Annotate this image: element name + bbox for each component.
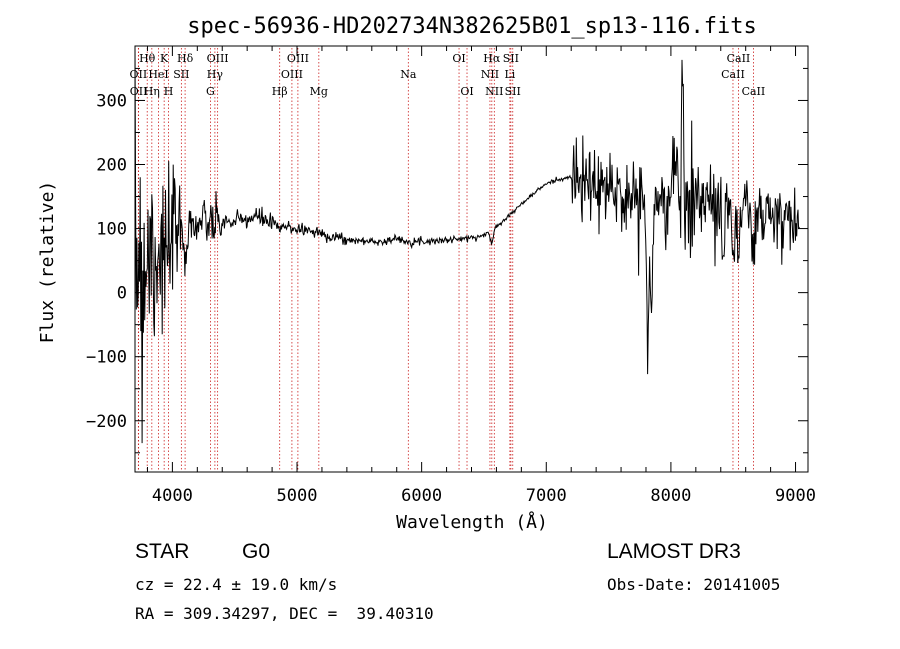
spectral-line-label: OIII bbox=[287, 52, 309, 65]
spectral-line-label: SII bbox=[173, 68, 189, 81]
y-tick-label: 100 bbox=[96, 220, 127, 240]
x-tick-label: 6000 bbox=[401, 486, 442, 506]
coordinates: RA = 309.34297, DEC = 39.40310 bbox=[135, 604, 434, 623]
spectral-line-markers bbox=[137, 48, 754, 472]
plot-frame bbox=[134, 45, 809, 473]
x-tick-label: 5000 bbox=[277, 486, 318, 506]
spectral-line-label: Hθ bbox=[139, 52, 156, 65]
spectral-line-label: Hβ bbox=[272, 85, 288, 98]
object-subclass: G0 bbox=[242, 540, 271, 563]
y-tick-label: −200 bbox=[86, 412, 127, 432]
y-tick-label: 200 bbox=[96, 156, 127, 176]
x-tick-label: 7000 bbox=[526, 486, 567, 506]
x-tick-label: 9000 bbox=[775, 486, 816, 506]
y-tick-label: 0 bbox=[117, 284, 127, 304]
spectral-line-label: SII bbox=[503, 52, 519, 65]
spectral-line-label: Mg bbox=[310, 85, 328, 98]
spectral-line-label: Na bbox=[400, 68, 417, 81]
spectral-line-label: OI bbox=[460, 85, 473, 98]
spectral-line-label: G bbox=[206, 85, 215, 98]
spectral-line-label: CaII bbox=[742, 85, 766, 98]
spectral-line-label: OIII bbox=[207, 52, 229, 65]
y-tick-label: 300 bbox=[96, 91, 127, 111]
x-tick-label: 8000 bbox=[650, 486, 691, 506]
spectral-line-label: OII bbox=[130, 85, 148, 98]
spectral-line-label: H bbox=[164, 85, 174, 98]
spectral-line-label: OI bbox=[452, 52, 465, 65]
spectral-line-label: CaII bbox=[721, 68, 745, 81]
x-tick-label: 4000 bbox=[152, 486, 193, 506]
chart-title: spec-56936-HD202734N382625B01_sp13-116.f… bbox=[187, 14, 757, 39]
axis-ticks bbox=[135, 46, 808, 472]
observation-date: Obs-Date: 20141005 bbox=[607, 575, 781, 594]
survey-name: LAMOST DR3 bbox=[607, 540, 741, 563]
spectral-line-label: Hα bbox=[483, 52, 501, 65]
spectral-line-label: Li bbox=[504, 68, 515, 81]
spectral-line-label: Hδ bbox=[177, 52, 194, 65]
spectral-line-label: K bbox=[160, 52, 169, 65]
spectral-line-label: Hη bbox=[144, 85, 160, 98]
spectral-line-label: NII bbox=[485, 85, 503, 98]
spectral-line-label: SII bbox=[505, 85, 521, 98]
object-class: STAR bbox=[135, 540, 190, 563]
spectral-line-label: NII bbox=[481, 68, 499, 81]
y-tick-label: −100 bbox=[86, 348, 127, 368]
spectral-line-label: Hγ bbox=[207, 68, 224, 81]
x-axis-label: Wavelength (Å) bbox=[396, 511, 548, 533]
y-axis-label: Flux (relative) bbox=[37, 181, 58, 344]
spectral-line-label: OII bbox=[130, 68, 148, 81]
spectrum-line bbox=[134, 47, 800, 444]
redshift-cz: cz = 22.4 ± 19.0 km/s bbox=[135, 575, 338, 594]
spectral-line-label: HeI bbox=[148, 68, 168, 81]
spectral-line-label: CaII bbox=[727, 52, 751, 65]
axis-tick-labels: 4000 5000 6000 7000 8000 9000 −200 −100 0 100 200 3… bbox=[86, 91, 816, 506]
spectral-line-label: OIII bbox=[281, 68, 303, 81]
